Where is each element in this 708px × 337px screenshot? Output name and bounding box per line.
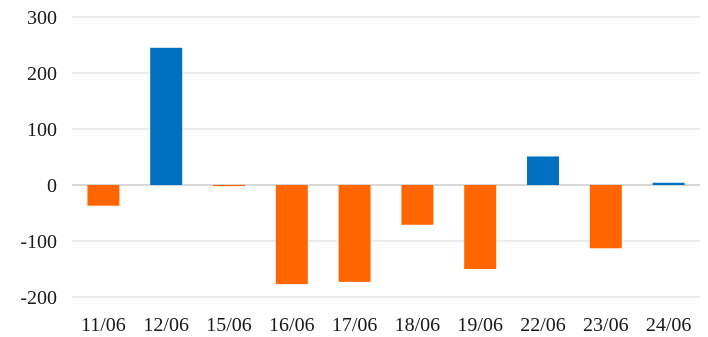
x-axis-tick-labels: 11/06 12/06 15/06 16/06 17/06 18/06 19/06 22/06… xyxy=(81,314,691,336)
x-tick-label: 12/06 xyxy=(143,314,189,336)
x-tick-label: 22/06 xyxy=(520,314,566,336)
x-tick-label: 19/06 xyxy=(457,314,503,336)
bar-16-06 xyxy=(275,185,308,285)
bar-18-06 xyxy=(401,185,434,225)
x-tick-label: 15/06 xyxy=(206,314,252,336)
x-tick-label: 18/06 xyxy=(395,314,441,336)
bar-15-06 xyxy=(213,185,245,187)
bar-23-06 xyxy=(589,185,622,249)
y-axis-tick-labels: 300 200 100 0 -100 -200 xyxy=(20,7,57,309)
bar-22-06 xyxy=(527,156,559,185)
bar-17-06 xyxy=(338,185,371,282)
y-tick-label: -100 xyxy=(20,231,57,253)
x-tick-label: 11/06 xyxy=(81,314,126,336)
x-tick-label: 23/06 xyxy=(583,314,629,336)
bar-19-06 xyxy=(464,185,497,269)
y-tick-label: 0 xyxy=(47,175,57,197)
bar-12-06 xyxy=(150,47,183,185)
y-tick-label: 300 xyxy=(27,7,57,29)
bar-11-06 xyxy=(87,185,120,206)
y-tick-label: 200 xyxy=(27,63,57,85)
x-tick-label: 17/06 xyxy=(332,314,378,336)
x-tick-label: 24/06 xyxy=(646,314,692,336)
bar-24-06 xyxy=(652,182,685,185)
bars xyxy=(87,47,685,285)
y-tick-label: 100 xyxy=(27,119,57,141)
y-tick-label: -200 xyxy=(20,287,57,309)
x-tick-label: 16/06 xyxy=(269,314,315,336)
